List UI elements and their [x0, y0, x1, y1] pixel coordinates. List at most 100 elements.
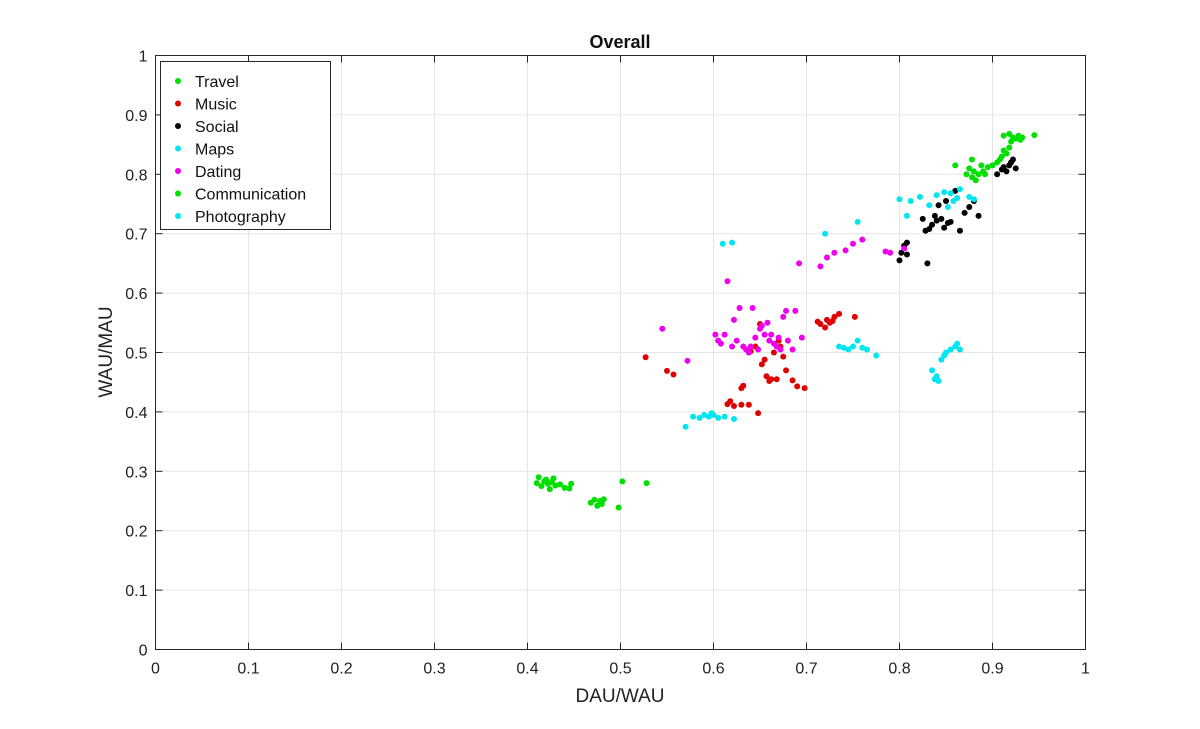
data-point-dating [887, 249, 894, 256]
data-point-maps [701, 411, 708, 418]
data-point-travel [615, 504, 622, 511]
x-tick-label: 0.7 [795, 661, 817, 678]
data-point-photography [970, 196, 977, 203]
data-point-music [836, 310, 843, 317]
data-point-dating [783, 307, 790, 314]
data-point-photography [896, 196, 903, 203]
legend-label-music: Music [195, 97, 237, 114]
data-point-maps [690, 413, 697, 420]
x-tick-label: 0.9 [981, 661, 1003, 678]
data-point-music [780, 353, 787, 360]
data-point-travel [600, 496, 607, 503]
legend-marker-dating [175, 168, 181, 174]
data-point-music [758, 361, 765, 368]
data-point-music [730, 402, 737, 409]
series-maps [682, 337, 963, 430]
data-point-social [966, 203, 973, 210]
data-point-photography [907, 198, 914, 205]
data-point-maps [929, 367, 936, 374]
data-point-travel [533, 480, 540, 487]
data-point-photography [966, 193, 973, 200]
data-point-maps [710, 411, 717, 418]
x-tick-label: 0.1 [237, 661, 259, 678]
data-point-maps [863, 346, 870, 353]
data-point-social [1009, 156, 1016, 163]
data-point-communication [989, 162, 996, 169]
legend-box [160, 61, 331, 230]
data-point-maps [715, 414, 722, 421]
data-point-dating [761, 331, 768, 338]
data-point-communication [1019, 134, 1026, 141]
data-point-maps [954, 340, 961, 347]
x-tick-label: 0.3 [423, 661, 445, 678]
data-point-music [642, 354, 649, 361]
legend-label-photography: Photography [195, 209, 286, 226]
data-point-music [664, 367, 670, 374]
data-point-dating [775, 334, 782, 341]
data-point-social [994, 171, 1001, 178]
y-tick-label: 0.7 [125, 227, 147, 244]
data-point-dating [768, 331, 775, 338]
data-point-social [1003, 168, 1010, 175]
data-point-communication [969, 156, 976, 163]
y-tick-label: 0.4 [125, 405, 147, 422]
legend-label-maps: Maps [195, 142, 234, 159]
data-point-music [783, 367, 790, 374]
data-point-social [924, 260, 931, 267]
data-point-music [755, 410, 762, 417]
data-point-social [941, 224, 948, 231]
data-point-dating [729, 343, 736, 350]
data-point-travel [550, 475, 557, 482]
data-point-photography [933, 192, 940, 199]
data-point-social [947, 218, 954, 225]
data-point-photography [954, 195, 961, 202]
data-point-music [745, 401, 752, 408]
data-point-communication [975, 171, 982, 178]
data-point-dating [842, 247, 849, 254]
data-point-maps [854, 337, 861, 344]
data-point-communication [998, 153, 1005, 160]
data-point-dating [784, 337, 791, 344]
data-point-social [1012, 165, 1019, 172]
data-point-dating [755, 346, 762, 353]
data-point-communication [1000, 132, 1007, 139]
data-point-dating [730, 316, 737, 323]
data-point-dating [817, 263, 824, 270]
data-point-travel [546, 486, 553, 493]
data-point-dating [780, 313, 787, 320]
data-point-travel [561, 484, 568, 491]
legend-label-social: Social [195, 119, 239, 136]
data-point-social [919, 215, 926, 222]
data-point-dating [733, 337, 740, 344]
data-point-dating [752, 334, 759, 341]
data-point-dating [747, 343, 754, 350]
y-tick-label: 0.9 [125, 108, 147, 125]
data-point-travel [557, 481, 564, 488]
data-point-maps [935, 378, 942, 385]
data-point-music [801, 385, 808, 392]
data-point-music [740, 382, 747, 389]
data-point-maps [947, 346, 954, 353]
data-point-maps [943, 349, 949, 356]
data-point-communication [970, 168, 977, 175]
data-point-maps [859, 344, 866, 351]
data-point-dating [796, 260, 803, 267]
legend-label-dating: Dating [195, 164, 241, 181]
series-music [642, 310, 858, 417]
data-point-communication [1006, 144, 1013, 151]
data-point-dating [684, 357, 691, 364]
data-point-maps [845, 346, 852, 353]
data-point-travel [594, 502, 601, 509]
data-point-social [933, 217, 940, 224]
data-point-music [761, 356, 768, 363]
data-point-communication [984, 164, 991, 171]
legend-marker-maps [175, 145, 181, 152]
y-tick-label: 0.5 [125, 346, 147, 363]
data-point-social [903, 251, 910, 258]
data-point-communication [1031, 132, 1038, 139]
data-point-social [952, 187, 959, 194]
chart-title: Overall [589, 32, 650, 52]
legend-marker-travel [175, 78, 181, 84]
data-point-dating [659, 325, 666, 332]
legend-label-travel: Travel [195, 74, 239, 91]
